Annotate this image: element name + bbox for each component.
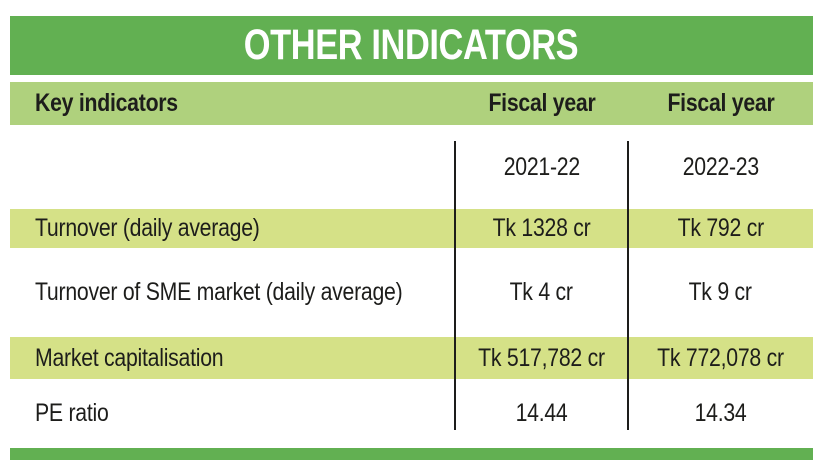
row-label: PE ratio: [35, 399, 109, 427]
table-row-turnover-daily-average: Turnover (daily average) Tk 1328 cr Tk 7…: [10, 209, 813, 248]
subheader-cell-2021-22: 2021-22: [455, 153, 628, 182]
row-label: Turnover of SME market (daily average): [35, 278, 403, 306]
table-row-market-capitalisation: Market capitalisation Tk 517,782 cr Tk 7…: [10, 337, 813, 379]
table-header-row: Key indicators Fiscal year Fiscal year: [10, 82, 813, 125]
subheader-label-2021-22: 2021-22: [503, 152, 580, 181]
subheader-row: 2021-22 2022-23: [10, 125, 813, 209]
title-bar: OTHER INDICATORS: [10, 16, 813, 75]
cell-fy-2022-23: Tk 792 cr: [628, 214, 813, 243]
header-label-fiscal-year-2: Fiscal year: [666, 89, 775, 117]
header-cell-key-indicators: Key indicators: [10, 89, 455, 118]
header-label-fiscal-year-1: Fiscal year: [487, 89, 596, 117]
cell-fy-2021-22: Tk 517,782 cr: [455, 344, 628, 373]
header-cell-fiscal-year-1: Fiscal year: [455, 89, 628, 118]
value-fy-2021-22: Tk 517,782 cr: [478, 343, 605, 372]
cell-label: Market capitalisation: [10, 344, 455, 373]
cell-label: Turnover of SME market (daily average): [10, 278, 455, 307]
cell-fy-2022-23: 14.34: [628, 399, 813, 428]
cell-label: PE ratio: [10, 399, 455, 428]
value-fy-2022-23: Tk 792 cr: [677, 214, 764, 242]
cell-label: Turnover (daily average): [10, 214, 455, 243]
bottom-rule: [10, 448, 813, 460]
subheader-cell-2022-23: 2022-23: [628, 153, 813, 182]
value-fy-2022-23: Tk 9 cr: [688, 278, 753, 306]
cell-fy-2021-22: Tk 4 cr: [455, 278, 628, 307]
row-label: Turnover (daily average): [35, 214, 260, 242]
value-fy-2021-22: Tk 4 cr: [509, 278, 574, 306]
table-body: 2021-22 2022-23 Turnover (daily average)…: [10, 125, 813, 448]
subheader-label-2022-23: 2022-23: [682, 152, 759, 181]
row-label: Market capitalisation: [35, 343, 224, 372]
header-cell-fiscal-year-2: Fiscal year: [628, 89, 813, 118]
value-fy-2022-23: 14.34: [694, 399, 747, 427]
cell-fy-2021-22: 14.44: [455, 399, 628, 428]
cell-fy-2022-23: Tk 772,078 cr: [628, 344, 813, 373]
column-divider-2: [627, 141, 629, 430]
cell-fy-2022-23: Tk 9 cr: [628, 278, 813, 307]
table-row-pe-ratio: PE ratio 14.44 14.34: [10, 379, 813, 448]
value-fy-2022-23: Tk 772,078 cr: [657, 343, 784, 372]
value-fy-2021-22: 14.44: [515, 399, 568, 427]
column-divider-1: [454, 141, 456, 430]
header-label-key-indicators: Key indicators: [35, 89, 178, 117]
table-row-turnover-sme-market: Turnover of SME market (daily average) T…: [10, 248, 813, 337]
value-fy-2021-22: Tk 1328 cr: [492, 214, 591, 242]
cell-fy-2021-22: Tk 1328 cr: [455, 214, 628, 243]
page-title: OTHER INDICATORS: [244, 21, 579, 69]
